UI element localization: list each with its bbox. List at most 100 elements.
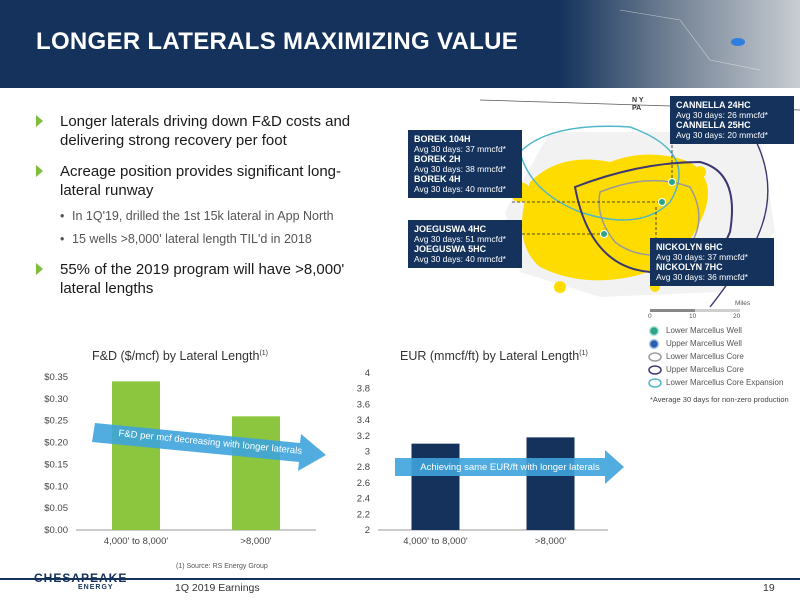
- eur-y-tick-label: 2.6: [357, 478, 370, 489]
- callout-well-avg: Avg 30 days: 36 mmcfd*: [656, 272, 748, 282]
- fd-chart-title-footnote: (1): [259, 349, 268, 357]
- fd-y-tick-label: $0.30: [44, 394, 68, 405]
- acreage-patch-small: [694, 166, 706, 178]
- source-footnote: (1) Source: RS Energy Group: [176, 563, 268, 570]
- lower-marcellus-core-expansion-outline: [519, 125, 680, 221]
- bullet-arrow-icon: [36, 115, 43, 127]
- scale-unit-label: Miles: [735, 300, 751, 307]
- bullet-arrow-icon: [36, 263, 43, 275]
- callout-well-name: BOREK 2H: [414, 154, 461, 164]
- map-footnote: *Average 30 days for non-zero production: [650, 395, 789, 404]
- fd-y-tick-label: $0.35: [44, 372, 68, 383]
- upper-marcellus-core-outline: [573, 160, 733, 275]
- legend-label: Lower Marcellus Core Expansion: [666, 378, 784, 387]
- eur-bar: [526, 437, 575, 530]
- eur-y-tick-label: 3.2: [357, 431, 370, 442]
- eur-y-tick-label: 2.2: [357, 509, 370, 520]
- fd-y-tick-label: $0.00: [44, 525, 68, 536]
- fd-x-tick-label: >8,000': [240, 536, 271, 547]
- legend-entry: Lower Marcellus Well: [648, 325, 783, 338]
- cannella-callout: CANNELLA 24HC Avg 30 days: 26 mmcfd* CAN…: [670, 96, 794, 144]
- sub-bullet-item: • In 1Q'19, drilled the 1st 15k lateral …: [36, 208, 366, 225]
- fd-bar: [112, 381, 160, 530]
- company-logo: CHESAPEAKE ENERGY: [34, 571, 128, 595]
- fd-annotation-arrow: [92, 423, 326, 471]
- eur-y-tick-label: 3.6: [357, 399, 370, 410]
- header-map-graphic: [560, 0, 800, 88]
- fd-y-tick-label: $0.05: [44, 503, 68, 514]
- fd-chart-title: F&D ($/mcf) by Lateral Length(1): [92, 349, 268, 363]
- borek-well-icon: [658, 198, 666, 206]
- fd-y-tick-label: $0.20: [44, 438, 68, 449]
- eur-y-tick-label: 4: [365, 368, 370, 379]
- upper-marcellus-core-east-outline: [709, 121, 769, 308]
- eur-y-tick-label: 3.4: [357, 415, 370, 426]
- bullet-text: Longer laterals driving down F&D costs a…: [60, 113, 351, 149]
- bullet-item: Longer laterals driving down F&D costs a…: [36, 112, 366, 150]
- upper-marcellus-core-icon: [648, 365, 662, 375]
- logo-wordmark: CHESAPEAKE: [34, 571, 128, 585]
- fd-y-tick-label: $0.10: [44, 481, 68, 492]
- fd-x-tick-label: 4,000' to 8,000': [104, 536, 169, 547]
- fd-y-tick-label: $0.15: [44, 459, 68, 470]
- header-map-svg: [619, 9, 761, 71]
- eur-annotation-text: Achieving same EUR/ft with longer latera…: [420, 462, 600, 473]
- eur-y-tick-label: 2.8: [357, 462, 370, 473]
- bullet-item: Acreage position provides significant lo…: [36, 162, 366, 200]
- legend-entry: Lower Marcellus Core Expansion: [648, 377, 783, 390]
- borek-callout: BOREK 104H Avg 30 days: 37 mmcfd* BOREK …: [408, 130, 522, 198]
- eur-x-tick-label: >8,000': [535, 536, 566, 547]
- sub-bullet-dot-icon: •: [60, 232, 65, 246]
- sub-bullet-dot-icon: •: [60, 209, 65, 223]
- legend-entry: Upper Marcellus Core: [648, 364, 783, 377]
- eur-y-tick-label: 2.4: [357, 494, 370, 505]
- sub-bullet-text: In 1Q'19, drilled the 1st 15k lateral in…: [72, 209, 334, 223]
- lower-marcellus-well-icon: [648, 325, 660, 337]
- sub-bullet-item: • 15 wells >8,000' lateral length TIL'd …: [36, 231, 366, 248]
- legend-label: Lower Marcellus Core: [666, 352, 744, 361]
- legend-entry: Upper Marcellus Well: [648, 338, 783, 351]
- legend-label: Lower Marcellus Well: [666, 326, 742, 335]
- eur-annotation-arrow: [395, 450, 624, 484]
- scale-bar-segment: [695, 309, 740, 312]
- bullet-item: 55% of the 2019 program will have >8,000…: [36, 260, 366, 298]
- callout-well-name: JOEGUSWA 5HC: [414, 244, 487, 254]
- joeguswa-callout: JOEGUSWA 4HC Avg 30 days: 51 mmcfd* JOEG…: [408, 220, 522, 268]
- scale-tick-label: 10: [689, 313, 697, 320]
- callout-well-avg: Avg 30 days: 51 mmcfd*: [414, 234, 506, 244]
- scale-tick-label: 20: [733, 313, 741, 320]
- callout-well-name: BOREK 4H: [414, 174, 461, 184]
- nickolyn-callout: NICKOLYN 6HC Avg 30 days: 37 mmcfd* NICK…: [650, 238, 774, 286]
- callout-well-avg: Avg 30 days: 20 mmcfd*: [676, 130, 768, 140]
- page-title: LONGER LATERALS MAXIMIZING VALUE: [36, 28, 519, 55]
- callout-well-name: JOEGUSWA 4HC: [414, 224, 487, 234]
- eur-y-tick-label: 2: [365, 525, 370, 536]
- bullet-text: 55% of the 2019 program will have >8,000…: [60, 261, 345, 297]
- lower-marcellus-core-expansion-icon: [648, 378, 662, 388]
- state-label: N Y PA: [632, 97, 644, 113]
- logo-subtext: ENERGY: [78, 584, 114, 591]
- callout-well-name: BOREK 104H: [414, 134, 471, 144]
- legend-label: Upper Marcellus Core: [666, 365, 744, 374]
- fd-bar: [232, 416, 280, 530]
- callout-well-avg: Avg 30 days: 26 mmcfd*: [676, 110, 768, 120]
- map-scale-bar: [650, 309, 740, 312]
- bullet-text: Acreage position provides significant lo…: [60, 163, 341, 199]
- joeguswa-well-icon: [600, 230, 608, 238]
- legend-entry: Lower Marcellus Core: [648, 351, 783, 364]
- upper-marcellus-well-icon: [648, 338, 660, 350]
- header-map-highlight: [731, 38, 745, 46]
- eur-chart-title-text: EUR (mmcf/ft) by Lateral Length: [400, 349, 580, 363]
- sub-bullet-text: 15 wells >8,000' lateral length TIL'd in…: [72, 232, 312, 246]
- header-bar: LONGER LATERALS MAXIMIZING VALUE: [0, 0, 800, 88]
- footer-divider: [0, 578, 800, 580]
- eur-chart-title-footnote: (1): [579, 349, 588, 357]
- callout-well-avg: Avg 30 days: 37 mmcfd*: [656, 252, 748, 262]
- page-number: 19: [763, 582, 775, 594]
- cannella-well-icon: [668, 178, 676, 186]
- eur-x-tick-label: 4,000' to 8,000': [403, 536, 468, 547]
- acreage-map: N Y PA Miles 0 10 20 BOREK 104H Avg 30 d…: [400, 92, 800, 324]
- callout-leaders: [512, 130, 673, 242]
- eur-bar: [411, 443, 460, 530]
- callout-well-avg: Avg 30 days: 40 mmcfd*: [414, 184, 506, 194]
